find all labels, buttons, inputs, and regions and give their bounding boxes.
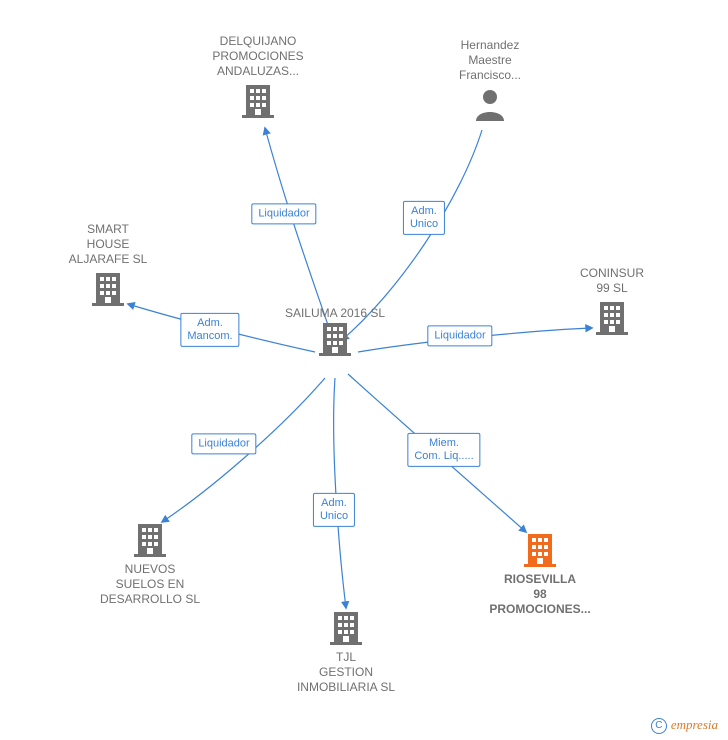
- node-label-riosevilla: RIOSEVILLA 98 PROMOCIONES...: [480, 572, 600, 617]
- edge-label-nuevos: Liquidador: [191, 433, 256, 454]
- node-label-nuevos: NUEVOS SUELOS EN DESARROLLO SL: [90, 562, 210, 607]
- building-icon: [90, 522, 210, 558]
- building-icon: [275, 321, 395, 361]
- node-riosevilla: RIOSEVILLA 98 PROMOCIONES...: [480, 532, 600, 617]
- node-label-tjl: TJL GESTION INMOBILIARIA SL: [286, 650, 406, 695]
- node-label-hernandez: Hernandez Maestre Francisco...: [430, 38, 550, 83]
- edge-label-hernandez: Adm. Unico: [403, 201, 445, 235]
- node-label-smart: SMART HOUSE ALJARAFE SL: [48, 222, 168, 267]
- center-node: SAILUMA 2016 SL: [275, 306, 395, 361]
- edge-label-smart: Adm. Mancom.: [180, 313, 239, 347]
- edge-label-coninsur: Liquidador: [427, 325, 492, 346]
- person-icon: [430, 87, 550, 123]
- node-tjl: TJL GESTION INMOBILIARIA SL: [286, 610, 406, 695]
- node-smart: SMART HOUSE ALJARAFE SL: [48, 222, 168, 307]
- node-label-coninsur: CONINSUR 99 SL: [552, 266, 672, 296]
- center-label: SAILUMA 2016 SL: [275, 306, 395, 321]
- edge-label-riosevilla: Miem. Com. Liq.....: [407, 433, 480, 467]
- nodes-layer: SAILUMA 2016 SL DELQUIJANO PROMOCIONES AN…: [0, 0, 728, 740]
- building-icon: [286, 610, 406, 646]
- node-hernandez: Hernandez Maestre Francisco...: [430, 38, 550, 123]
- edge-label-tjl: Adm. Unico: [313, 493, 355, 527]
- building-icon: [552, 300, 672, 336]
- node-nuevos: NUEVOS SUELOS EN DESARROLLO SL: [90, 522, 210, 607]
- building-icon: [48, 271, 168, 307]
- building-icon: [480, 532, 600, 568]
- node-coninsur: CONINSUR 99 SL: [552, 266, 672, 336]
- node-delquijano: DELQUIJANO PROMOCIONES ANDALUZAS...: [198, 34, 318, 119]
- edge-label-delquijano: Liquidador: [251, 203, 316, 224]
- building-icon: [198, 83, 318, 119]
- node-label-delquijano: DELQUIJANO PROMOCIONES ANDALUZAS...: [198, 34, 318, 79]
